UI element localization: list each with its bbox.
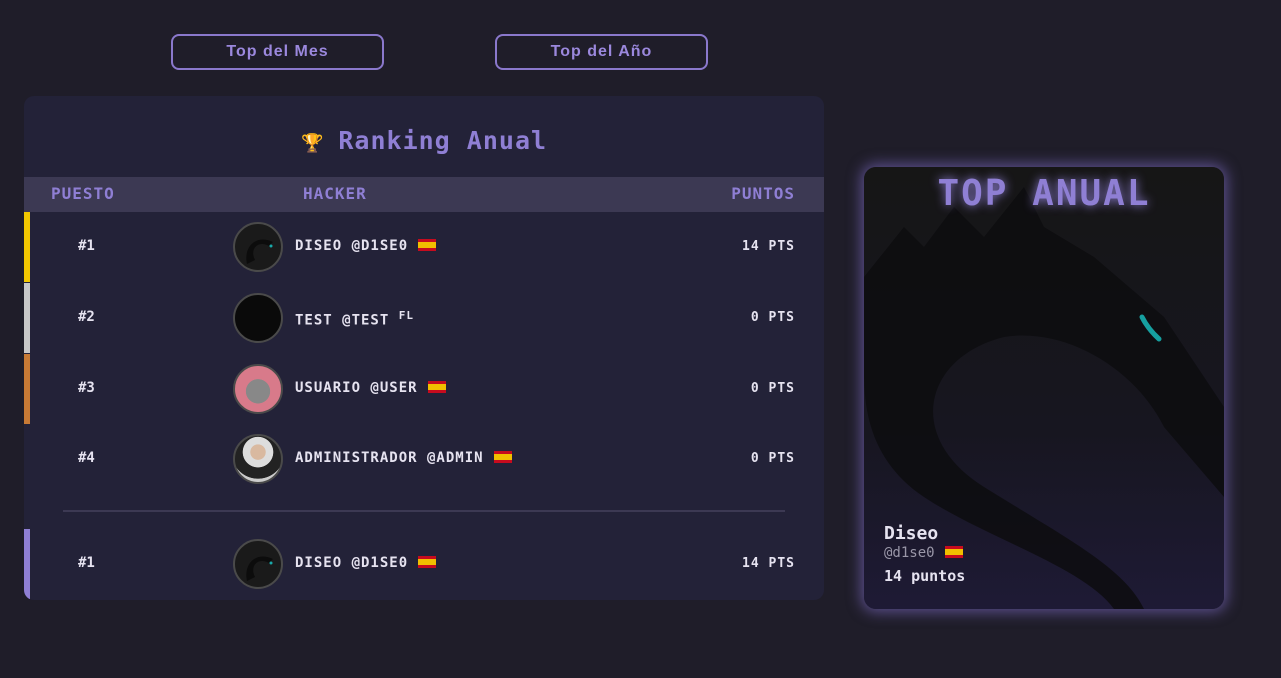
rank-accent-bar (24, 354, 30, 424)
spain-flag-icon (427, 381, 446, 393)
top-user-points: 14 puntos (884, 567, 966, 585)
card-title: TOP ANUAL (937, 173, 1151, 214)
table-header: PUESTO HACKER PUNTOS (24, 177, 824, 212)
table-row[interactable]: #4 ADMINISTRADOR @ADMIN 0 PTS (24, 424, 824, 494)
column-hacker: HACKER (303, 184, 367, 203)
points: 0 PTS (750, 310, 795, 325)
tab-top-del-ano[interactable]: Top del Año (495, 34, 708, 70)
ranking-title: 🏆 Ranking Anual (24, 126, 824, 155)
hacker-name: ADMINISTRADOR @ADMIN (295, 450, 512, 466)
rank: #4 (78, 450, 95, 466)
table-row[interactable]: #3 USUARIO @USER 0 PTS (24, 354, 824, 424)
ranking-title-text: Ranking Anual (338, 126, 548, 155)
points: 0 PTS (750, 451, 795, 466)
flag-fallback-text: FL (398, 309, 414, 322)
spain-flag-icon (493, 451, 512, 463)
avatar (233, 539, 283, 589)
table-row[interactable]: #2 TEST @TEST FL 0 PTS (24, 283, 824, 353)
avatar (233, 293, 283, 343)
top-user-handle: @d1se0 (884, 545, 963, 561)
top-annual-card: TOP ANUAL Diseo @d1se0 14 puntos (864, 167, 1224, 609)
current-user-row[interactable]: #1 DISEO @D1SE0 14 PTS (24, 529, 824, 599)
hacker-name: USUARIO @USER (295, 380, 446, 396)
spain-flag-icon (944, 546, 963, 558)
rank: #1 (78, 238, 95, 254)
hacker-name: DISEO @D1SE0 (295, 555, 437, 571)
hacker-name: TEST @TEST FL (295, 309, 414, 329)
rank: #2 (78, 309, 95, 325)
rank-accent-bar (24, 212, 30, 282)
spain-flag-icon (418, 239, 437, 251)
column-rank: PUESTO (51, 184, 115, 203)
rank: #1 (78, 555, 95, 571)
tab-top-del-mes[interactable]: Top del Mes (171, 34, 384, 70)
points: 0 PTS (750, 381, 795, 396)
points: 14 PTS (742, 556, 795, 571)
divider (63, 510, 785, 512)
top-user-name: Diseo (884, 523, 939, 544)
rank-accent-bar (24, 529, 30, 599)
ranking-panel: 🏆 Ranking Anual PUESTO HACKER PUNTOS #1 D… (24, 96, 824, 600)
column-points: PUNTOS (731, 184, 795, 203)
hacker-name: DISEO @D1SE0 (295, 238, 437, 254)
trophy-icon: 🏆 (300, 133, 325, 154)
avatar (233, 364, 283, 414)
avatar (233, 222, 283, 272)
dragon-background-icon (864, 187, 1224, 609)
rank: #3 (78, 380, 95, 396)
spain-flag-icon (418, 556, 437, 568)
avatar (233, 434, 283, 484)
table-row[interactable]: #1 DISEO @D1SE0 14 PTS (24, 212, 824, 282)
rank-accent-bar (24, 283, 30, 353)
points: 14 PTS (742, 239, 795, 254)
